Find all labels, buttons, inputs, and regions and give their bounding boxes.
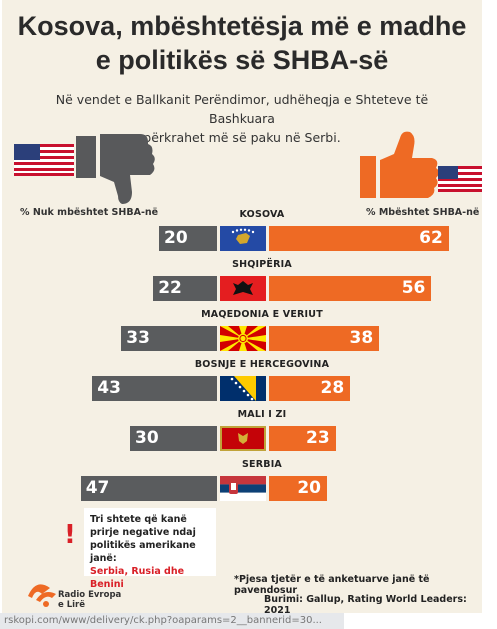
subtitle-line-2: përkrahet më së paku në Serbi.	[143, 130, 341, 145]
value-support: 56	[401, 278, 426, 298]
thumbs-down-icon	[14, 134, 155, 204]
bar-support: 20	[269, 476, 327, 501]
country-label: MAQEDONIA E VERIUT	[201, 309, 323, 320]
note-box: Tri shtete që kanë prirje negative ndaj …	[84, 508, 216, 590]
value-support: 38	[349, 328, 374, 348]
subtitle: Në vendet e Ballkanit Perëndimor, udhëhe…	[22, 90, 462, 147]
note-highlight: Serbia, Rusia dhe Benini	[90, 566, 185, 590]
value-no-support: 43	[97, 378, 121, 398]
country-label: MALI I ZI	[237, 409, 287, 420]
bar-no-support: 30	[130, 426, 217, 451]
bar-support: 56	[269, 276, 432, 301]
status-bar-url: rskopi.com/www/delivery/ck.php?oaparams=…	[0, 613, 344, 629]
country-label: SERBIA	[242, 459, 282, 470]
us-flag-icon	[438, 166, 482, 192]
bar-support: 38	[269, 326, 380, 351]
left-column-label: % Nuk mbështet SHBA-në	[20, 207, 159, 218]
country-label: KOSOVA	[239, 209, 285, 220]
bar-no-support: 22	[153, 276, 217, 301]
thumbs-up-icon	[360, 131, 482, 198]
footnote: *Pjesa tjetër e të anketuarve janë të pa…	[234, 574, 430, 596]
bar-no-support: 43	[92, 376, 217, 401]
country-flag-icon	[220, 326, 266, 351]
value-no-support: 47	[85, 478, 110, 498]
note-text: Tri shtete që kanë prirje negative ndaj …	[90, 514, 196, 564]
bar-support: 62	[269, 226, 449, 251]
exclamation-icon: !	[64, 520, 76, 550]
logo-line-1: Radio Evropa	[58, 590, 122, 600]
country-flag-icon	[220, 426, 266, 451]
bar-no-support: 20	[159, 226, 217, 251]
country-flag-icon	[220, 376, 266, 401]
value-support: 23	[306, 428, 330, 448]
country-flag-icon	[220, 476, 266, 501]
bar-support: 23	[269, 426, 336, 451]
subtitle-line-1: Në vendet e Ballkanit Perëndimor, udhëhe…	[55, 92, 429, 126]
country-flag-icon	[220, 226, 266, 251]
us-flag-icon	[14, 144, 74, 176]
title-line-2: e politikës së SHBA-së	[95, 45, 389, 75]
value-no-support: 22	[158, 278, 182, 298]
value-no-support: 30	[135, 428, 159, 448]
rfe-logo	[28, 584, 56, 607]
value-support: 20	[297, 478, 321, 498]
value-no-support: 20	[164, 228, 188, 248]
right-column-label: % Mbështet SHBA-në	[366, 207, 480, 218]
title-line-1: Kosova, mbështetësja më e madhe	[17, 11, 467, 41]
value-no-support: 33	[126, 328, 150, 348]
logo-line-2: e Lirë	[58, 600, 86, 610]
page-edge	[482, 0, 497, 613]
logo-text: Radio Evropa e Lirë	[58, 590, 121, 610]
infographic: Kosova, mbështetësja më e madhe e politi…	[2, 0, 482, 613]
bar-no-support: 47	[80, 476, 217, 501]
value-support: 62	[419, 228, 443, 248]
country-label: SHQIPËRIA	[232, 259, 292, 270]
country-flag-icon	[220, 276, 266, 301]
value-support: 28	[320, 378, 345, 398]
country-label: BOSNJE E HERCEGOVINA	[194, 359, 330, 370]
source: Burimi: Gallup, Rating World Leaders: 20…	[264, 594, 467, 613]
bar-support: 28	[269, 376, 351, 401]
bar-no-support: 33	[121, 326, 217, 351]
